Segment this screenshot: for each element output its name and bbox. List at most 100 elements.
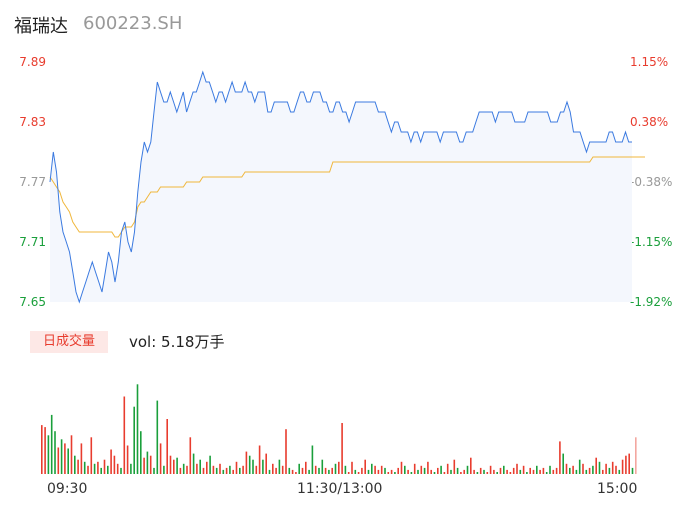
time-label-close: 15:00 [597,481,638,497]
volume-bar [433,472,436,474]
volume-bar [635,437,637,474]
volume-bar [116,463,119,474]
volume-bar [496,472,498,474]
volume-bar [562,453,564,474]
volume-bar [262,459,264,474]
volume-bar [97,461,99,474]
volume-bar [466,465,469,474]
volume-bar [133,406,135,474]
volume-bar [163,465,165,474]
price-tick-label: 7.83 [19,115,46,129]
volume-bar [298,463,300,474]
volume-bar [404,465,406,474]
volume-bar [301,467,304,474]
volume-bar [77,459,79,474]
volume-bar [225,467,228,474]
volume-bar [278,459,281,474]
volume-bar [341,423,343,474]
volume-bar [212,465,215,474]
volume-bar [473,469,475,474]
volume-bar [361,467,363,474]
volume-bar [186,465,188,474]
volume-bar [222,469,225,474]
volume-bar [410,472,413,474]
volume-bar [80,443,83,474]
volume-bar [206,461,208,474]
volume-bar [209,455,211,474]
volume-bar [569,467,571,474]
volume-bar [621,459,624,474]
volume-bar [295,472,297,474]
price-tick-label: 7.77 [19,175,46,189]
volume-bar [413,463,416,474]
volume-bar [70,435,73,474]
volume-bar [347,472,350,474]
volume-bar [288,467,291,474]
volume-bar [506,469,508,474]
volume-bar [559,441,561,474]
volume-bar [380,465,383,474]
volume-bar [585,469,588,474]
volume-bar [572,465,574,474]
volume-bar [321,459,324,474]
volume-bar [324,467,327,474]
volume-bar [489,465,492,474]
volume-bar [552,469,555,474]
volume-bar [182,463,185,474]
volume-bar [486,472,489,474]
volume-bar [503,465,505,474]
volume-bar [334,463,337,474]
volume-bar [113,455,116,474]
volume-bar [196,463,198,474]
volume-bar [437,467,439,474]
volume-bar [611,461,614,474]
volume-bar [397,467,399,474]
volume-bar [83,461,86,474]
volume-bar [367,469,370,474]
volume-bar [153,467,155,474]
volume-bar [166,419,168,474]
volume-bar [384,467,386,474]
volume-bar [493,469,495,474]
pct-tick-label: -1.92% [630,295,673,309]
volume-bar [199,459,201,474]
volume-bar [509,472,512,474]
volume-bar [417,469,419,474]
volume-bar [598,461,601,474]
volume-bar [308,469,310,474]
volume-bar [41,425,43,474]
volume-bar [245,451,248,474]
volume-bar [90,437,93,474]
volume-bar [476,472,479,474]
volume-bar [54,431,56,474]
volume-bar [499,467,502,474]
volume-bar [103,459,106,474]
volume-bar [219,463,221,474]
volume-bar [536,465,538,474]
volume-bar [463,469,465,474]
volume-bar [156,400,159,474]
volume-bar [446,463,449,474]
volume-bar [512,467,515,474]
volume-bar [354,469,357,474]
volume-bar [169,455,172,474]
volume-bar [173,459,175,474]
volume-bar [364,459,366,474]
volume-bar [516,463,518,474]
volume-bar [44,427,46,474]
volume-bar [371,463,373,474]
volume-bar [110,449,112,474]
volume-bar [268,469,271,474]
volume-bar [93,463,96,474]
stock-code: 600223.SH [83,13,183,34]
volume-bar [483,469,485,474]
volume-bar [532,469,535,474]
volume-bar [608,467,611,474]
volume-bar [47,435,50,474]
volume-bar [100,467,102,474]
volume-bar [549,465,551,474]
price-line [49,70,632,304]
volume-bar [328,469,330,474]
volume-bar [179,467,182,474]
volume-bar [427,461,429,474]
